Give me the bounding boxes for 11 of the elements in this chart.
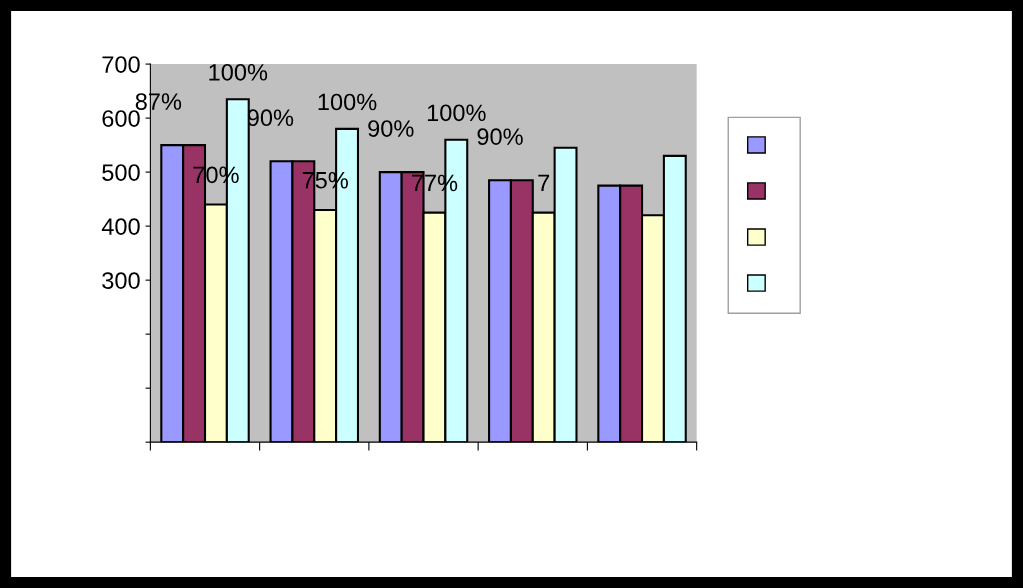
annotation: 100%: [427, 104, 486, 122]
annotation: 100%: [318, 93, 377, 111]
annotation: 90%: [368, 120, 414, 137]
y-tick-label: 400: [101, 218, 140, 235]
y-tick-label: 300: [102, 272, 140, 289]
annotation: 90%: [477, 128, 523, 145]
annotation: 7: [538, 174, 550, 192]
y-tick-label: 600: [102, 110, 140, 127]
annotation: 100%: [209, 63, 268, 81]
y-tick-label: 700: [102, 56, 140, 73]
y-tick-label: 500: [102, 164, 140, 181]
